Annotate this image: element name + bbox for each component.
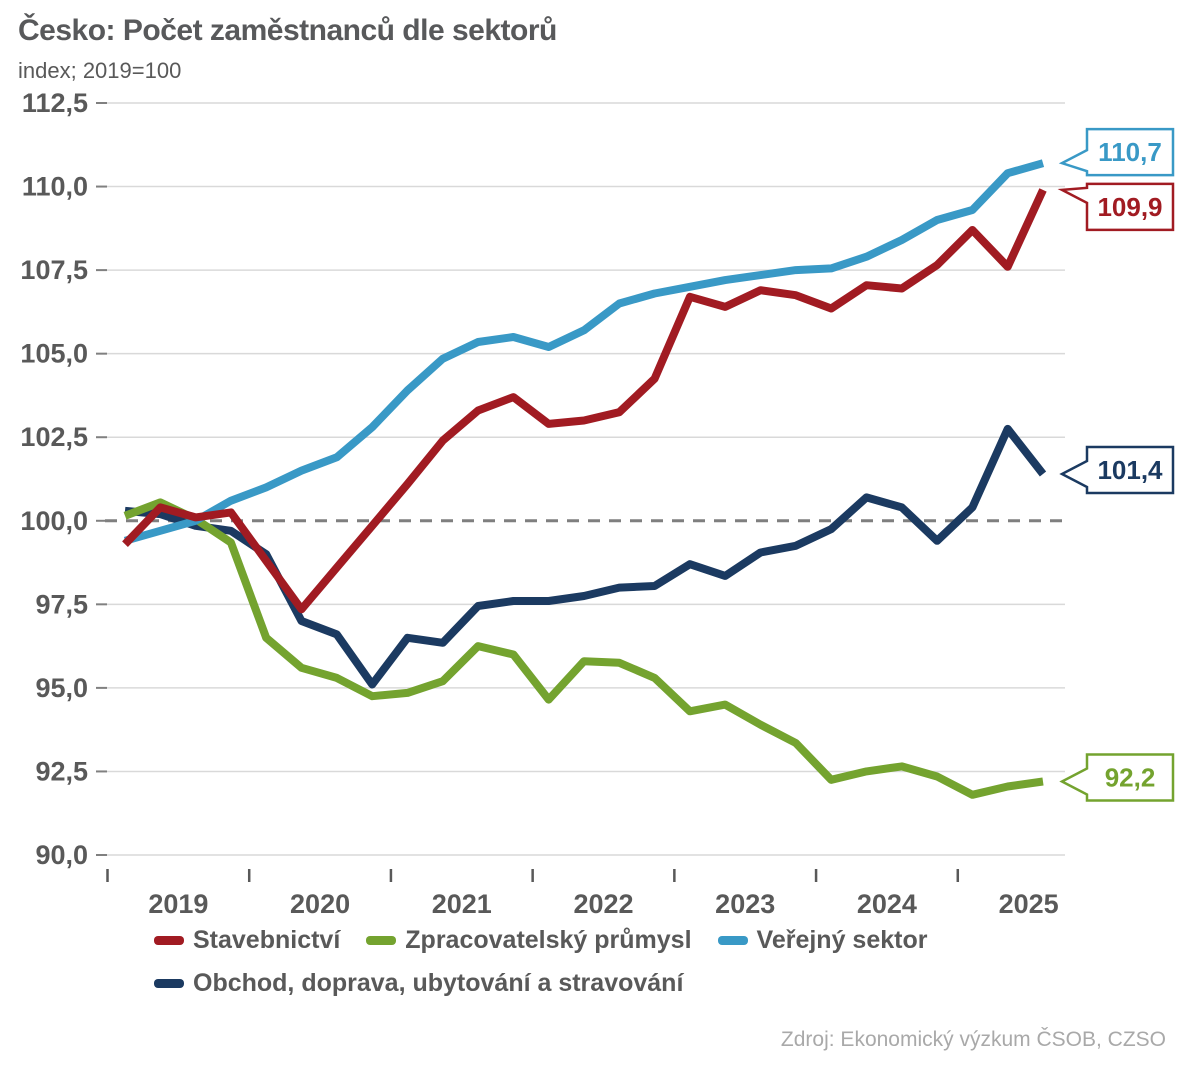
x-year-label: 2023 <box>715 889 775 919</box>
legend-item-verejny-sektor: Veřejný sektor <box>717 926 928 955</box>
y-tick-label: 92,5 <box>35 756 88 786</box>
y-tick-label: 100,0 <box>20 506 88 536</box>
y-tick-label: 112,5 <box>22 88 88 118</box>
y-tick-label: 90,0 <box>35 840 88 870</box>
chart-legend: Stavebnictví Zpracovatelský průmysl Veře… <box>154 926 1034 998</box>
x-year-label: 2020 <box>290 889 350 919</box>
callout-value-stavebnictvi: 109,9 <box>1097 192 1162 222</box>
legend-item-zpracovatelsky-prumysl: Zpracovatelský průmysl <box>366 926 692 955</box>
line-zpracovatelsky-prumysl <box>123 498 1044 799</box>
callout-value-verejny-sektor: 110,7 <box>1098 137 1162 167</box>
legend-item-stavebnictvi: Stavebnictví <box>154 926 340 955</box>
legend-item-obchod-doprava: Obchod, doprava, ubytování a stravování <box>154 969 683 998</box>
y-axis: 90,0 92,5 95,0 97,5 100,0 102,5 105,0 107,5 110,… <box>20 88 107 870</box>
x-year-label: 2021 <box>432 889 492 919</box>
line-verejny-sektor <box>123 159 1045 545</box>
y-tick-label: 105,0 <box>20 339 88 369</box>
callout-box-obchod-doprava-ubytovani-a-stravovani <box>1059 445 1175 495</box>
source-note: Zdroj: Ekonomický výzkum ČSOB, CZSO <box>780 1028 1166 1051</box>
y-tick-label: 95,0 <box>35 673 88 703</box>
gridlines <box>105 102 1065 856</box>
callouts: 109,9 92,2 110,7 101,4 <box>1057 127 1175 802</box>
x-year-label: 2025 <box>999 889 1059 919</box>
callout-box-verejny-sektor <box>1058 127 1175 177</box>
x-year-label: 2024 <box>857 889 917 919</box>
callout-box-zpracovatelsky-prumysl <box>1059 753 1175 802</box>
callout-value-obchod-doprava-ubytovani-a-stravovani: 101,4 <box>1097 455 1163 485</box>
y-tick-label: 110,0 <box>22 172 88 202</box>
legend-label: Stavebnictví <box>193 926 341 954</box>
legend-swatch-verejny-sektor <box>717 936 748 945</box>
y-tick-label: 107,5 <box>20 255 88 285</box>
legend-label: Zpracovatelský průmysl <box>405 926 692 954</box>
y-tick-label: 102,5 <box>20 422 88 452</box>
legend-swatch-obchod-doprava <box>154 979 184 988</box>
callout-box-stavebnictvi <box>1057 182 1175 232</box>
legend-label: Obchod, doprava, ubytování a stravování <box>193 969 684 997</box>
chart-subtitle: index; 2019=100 <box>18 58 182 83</box>
y-tick-label: 97,5 <box>35 589 88 619</box>
legend-swatch-zpracovatelsky-prumysl <box>366 936 397 945</box>
callout-value-zpracovatelsky-prumysl: 92,2 <box>1105 762 1156 792</box>
series-lines <box>122 159 1047 799</box>
legend-label: Veřejný sektor <box>756 926 928 954</box>
line-stavebnictvi <box>122 188 1047 614</box>
chart-title: Česko: Počet zaměstnanců dle sektorů <box>18 14 557 47</box>
x-year-label: 2019 <box>148 889 208 919</box>
x-year-label: 2022 <box>573 889 633 919</box>
x-axis: 2019 2020 2021 2022 2023 2024 2025 <box>106 869 1059 919</box>
legend-swatch-stavebnictvi <box>154 936 184 945</box>
